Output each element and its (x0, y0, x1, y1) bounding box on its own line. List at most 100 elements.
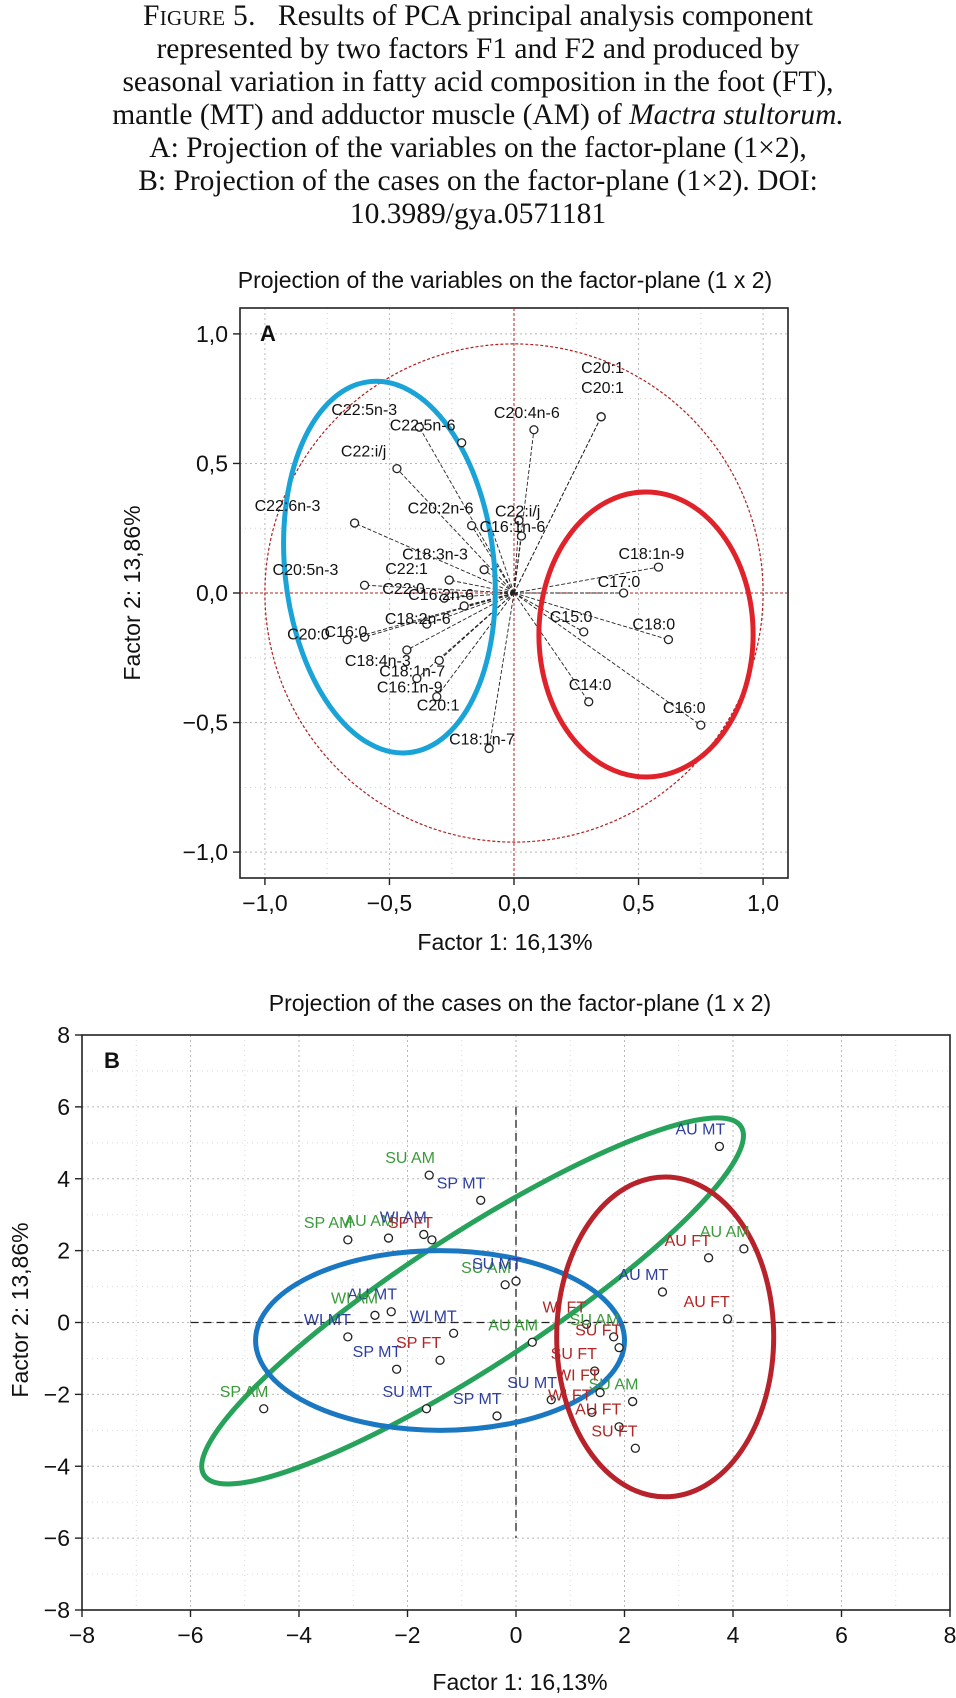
y-tick-label: 0 (57, 1310, 70, 1336)
data-point (359, 632, 370, 642)
data-point (402, 645, 412, 655)
data-point (435, 1355, 445, 1365)
x-tick-label: 4 (727, 1622, 740, 1648)
chart-title: Projection of the cases on the factor-pl… (269, 990, 771, 1016)
caption-line-5: A: Projection of the variables on the fa… (149, 132, 807, 164)
loading-vector (488, 592, 515, 749)
data-point (484, 743, 494, 754)
data-label: SU FT (575, 1323, 621, 1340)
data-point (527, 1337, 537, 1347)
data-label: SP AM (304, 1215, 353, 1232)
data-label: C18:0 (632, 617, 675, 634)
data-label: C22:6n-3 (255, 498, 321, 515)
data-label: SU AM (385, 1150, 435, 1167)
data-point (457, 438, 467, 448)
data-point (414, 422, 424, 432)
data-label: AU FT (684, 1294, 730, 1311)
cluster-ellipse (199, 1115, 746, 1487)
y-tick-label: 0,0 (196, 580, 228, 606)
data-point (492, 1411, 502, 1421)
loading-vector (513, 535, 522, 594)
x-tick-label: 2 (618, 1622, 631, 1648)
data-point (479, 565, 489, 575)
loading-vector (513, 592, 590, 703)
caption-text-4: mantle (MT) and adductor muscle (AM) of (112, 99, 622, 131)
data-label: C20:1 (581, 380, 624, 397)
loading-vector (426, 592, 515, 625)
panel-letter: B (104, 1048, 120, 1073)
data-label: WI AM (331, 1290, 378, 1307)
caption-line-2: represented by two factors F1 and F2 and… (156, 33, 800, 65)
data-point (392, 463, 402, 474)
data-point (427, 1235, 437, 1245)
data-label: WI MT (410, 1308, 457, 1325)
data-point (663, 634, 674, 645)
data-label: SU MT (382, 1384, 432, 1401)
data-label: C22:i/j (495, 503, 540, 520)
chart-panel-a: Projection of the variables on the facto… (119, 267, 789, 955)
data-point (609, 1332, 619, 1342)
correlation-circle (264, 343, 764, 843)
data-label: C18:3n-3 (402, 547, 468, 564)
data-label: AU AM (345, 1213, 395, 1230)
data-point (342, 634, 352, 645)
data-point (422, 619, 432, 629)
data-point (349, 518, 360, 528)
loading-vector (416, 592, 515, 679)
data-label: SP MT (453, 1391, 502, 1408)
figure-label: Figure 5. (143, 0, 256, 32)
data-point (614, 1343, 624, 1353)
caption-line-6: B: Projection of the cases on the factor… (138, 165, 818, 197)
x-tick-label: −4 (286, 1622, 312, 1648)
data-point (459, 601, 469, 611)
data-label: C18:1n-7 (449, 731, 515, 748)
data-point (259, 1404, 269, 1414)
data-label: AU MT (347, 1287, 397, 1304)
loading-vector (346, 592, 515, 641)
data-point (448, 1328, 459, 1338)
x-tick-label: 0,0 (498, 890, 530, 916)
data-label: WI MT (304, 1312, 351, 1329)
panel-letter: A (260, 321, 276, 346)
data-label: WI AM (380, 1209, 427, 1226)
cluster-ellipse (253, 1248, 627, 1433)
data-label: C22:5n-3 (331, 402, 397, 419)
loading-vector (513, 520, 520, 594)
data-point (595, 1387, 605, 1398)
y-tick-label: −4 (44, 1453, 70, 1479)
chart-panel-b: Projection of the cases on the factor-pl… (7, 990, 956, 1695)
data-label: C20:1 (417, 698, 460, 715)
data-point (587, 1407, 597, 1417)
loading-vector (483, 569, 515, 594)
cluster-ellipse (281, 378, 498, 756)
data-label: AU FT (575, 1402, 621, 1419)
y-tick-label: 6 (57, 1094, 70, 1120)
data-point (722, 1314, 733, 1324)
data-label: C22:i/j (341, 444, 386, 461)
data-point (581, 1319, 592, 1329)
cluster-ellipse (536, 489, 756, 780)
x-tick-label: −2 (394, 1622, 420, 1648)
y-tick-label: 2 (57, 1238, 70, 1264)
loading-vector (436, 592, 515, 697)
data-label: SP FT (396, 1335, 441, 1352)
data-point (529, 425, 539, 435)
loading-vector (438, 592, 515, 661)
loading-vector (513, 592, 702, 726)
data-point (444, 575, 454, 585)
data-label: C18:2n-6 (385, 611, 451, 628)
loading-vector (513, 416, 602, 594)
caption-text-1: Results of PCA principal analysis compon… (277, 0, 813, 32)
data-point (419, 1229, 429, 1240)
x-tick-label: 8 (944, 1622, 956, 1648)
figure-caption: Figure 5. Results of PCA principal analy… (0, 0, 956, 231)
data-point (386, 1307, 396, 1317)
data-label: C16:2n-6 (408, 587, 474, 604)
loading-vector (513, 566, 659, 594)
data-label: C20:5n-3 (273, 562, 339, 579)
data-point (391, 1364, 402, 1374)
x-tick-label: −8 (69, 1622, 95, 1648)
data-label: C16:1n-9 (377, 680, 443, 697)
x-tick-label: 1,0 (747, 890, 779, 916)
data-label: C20:0 (287, 627, 330, 644)
